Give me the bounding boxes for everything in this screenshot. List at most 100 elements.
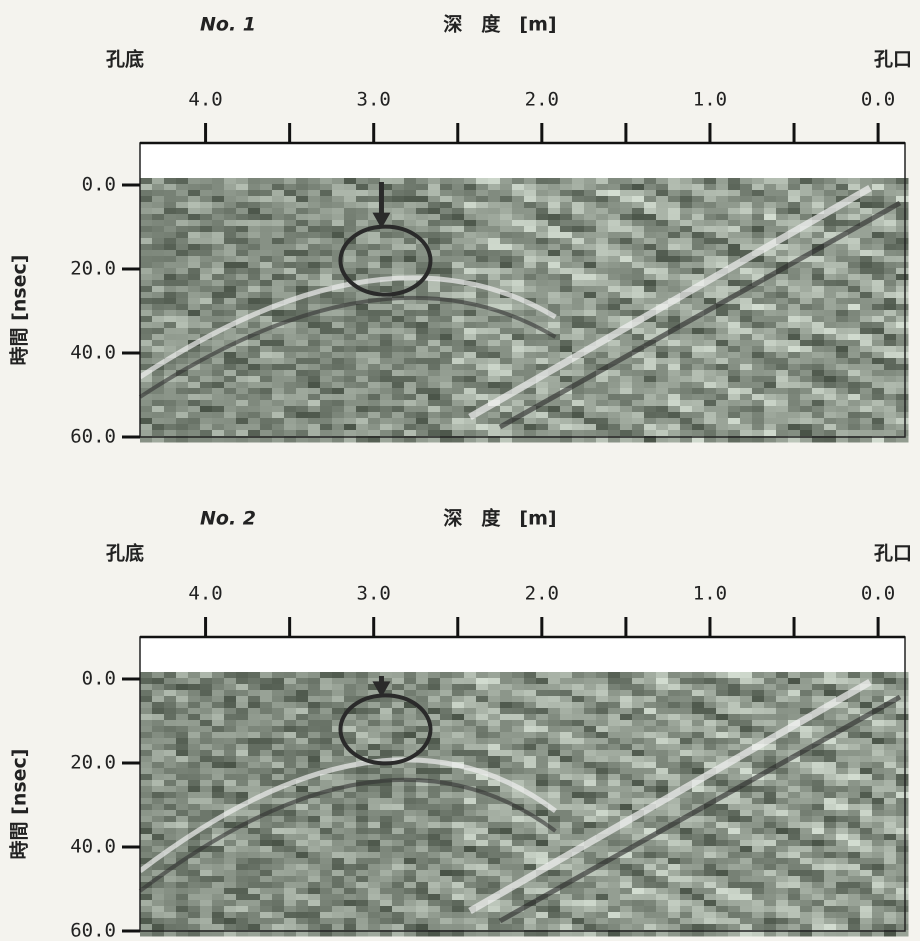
pixel: [308, 798, 321, 805]
pixel: [272, 262, 285, 269]
pixel: [596, 418, 609, 425]
pixel: [680, 370, 693, 377]
pixel: [224, 262, 237, 269]
pixel: [152, 322, 165, 329]
pixel: [896, 328, 909, 335]
pixel: [536, 220, 549, 227]
pixel: [452, 828, 465, 835]
pixel: [464, 346, 477, 353]
pixel: [296, 720, 309, 727]
pixel: [656, 696, 669, 703]
pixel: [284, 810, 297, 817]
pixel: [284, 280, 297, 287]
pixel: [344, 424, 357, 431]
pixel: [584, 690, 597, 697]
pixel: [560, 702, 573, 709]
pixel: [572, 768, 585, 775]
pixel: [776, 744, 789, 751]
pixel: [368, 238, 381, 245]
pixel: [332, 376, 345, 383]
pixel: [680, 762, 693, 769]
pixel: [524, 208, 537, 215]
pixel: [668, 280, 681, 287]
pixel: [620, 310, 633, 317]
pixel: [272, 196, 285, 203]
pixel: [188, 756, 201, 763]
pixel: [476, 726, 489, 733]
pixel: [464, 214, 477, 221]
pixel: [452, 702, 465, 709]
pixel: [608, 310, 621, 317]
pixel: [140, 684, 153, 691]
pixel: [140, 828, 153, 835]
pixel: [560, 370, 573, 377]
pixel: [440, 196, 453, 203]
pixel: [668, 714, 681, 721]
pixel: [896, 298, 909, 305]
pixel: [344, 220, 357, 227]
pixel: [548, 250, 561, 257]
pixel: [680, 400, 693, 407]
pixel: [740, 792, 753, 799]
pixel: [728, 328, 741, 335]
pixel: [200, 184, 213, 191]
pixel: [584, 816, 597, 823]
pixel: [704, 256, 717, 263]
pixel: [440, 388, 453, 395]
pixel: [332, 202, 345, 209]
pixel: [512, 726, 525, 733]
pixel: [200, 196, 213, 203]
pixel: [152, 196, 165, 203]
pixel: [428, 364, 441, 371]
pixel: [680, 774, 693, 781]
pixel: [896, 274, 909, 281]
pixel: [308, 804, 321, 811]
pixel: [536, 316, 549, 323]
pixel: [452, 756, 465, 763]
pixel: [320, 780, 333, 787]
pixel: [548, 208, 561, 215]
pixel: [764, 430, 777, 437]
pixel: [584, 208, 597, 215]
pixel: [800, 768, 813, 775]
pixel: [656, 720, 669, 727]
pixel: [344, 328, 357, 335]
pixel: [584, 798, 597, 805]
pixel: [476, 340, 489, 347]
pixel: [836, 780, 849, 787]
pixel: [248, 190, 261, 197]
pixel: [236, 684, 249, 691]
pixel: [812, 334, 825, 341]
pixel: [764, 828, 777, 835]
pixel: [512, 178, 525, 185]
pixel: [716, 364, 729, 371]
pixel: [224, 846, 237, 853]
pixel: [332, 400, 345, 407]
pixel: [440, 304, 453, 311]
pixel: [248, 840, 261, 847]
pixel: [560, 244, 573, 251]
pixel: [164, 690, 177, 697]
pixel: [500, 738, 513, 745]
pixel: [464, 714, 477, 721]
pixel: [884, 858, 897, 865]
pixel: [632, 756, 645, 763]
pixel: [536, 196, 549, 203]
pixel: [344, 184, 357, 191]
pixel: [488, 376, 501, 383]
pixel: [584, 858, 597, 865]
pixel: [392, 322, 405, 329]
pixel: [692, 244, 705, 251]
pixel: [716, 250, 729, 257]
pixel: [416, 184, 429, 191]
pixel: [632, 858, 645, 865]
pixel: [344, 792, 357, 799]
pixel: [548, 768, 561, 775]
pixel: [452, 382, 465, 389]
pixel: [140, 702, 153, 709]
pixel: [188, 864, 201, 871]
pixel: [644, 292, 657, 299]
pixel: [704, 382, 717, 389]
pixel: [440, 864, 453, 871]
pixel: [488, 744, 501, 751]
